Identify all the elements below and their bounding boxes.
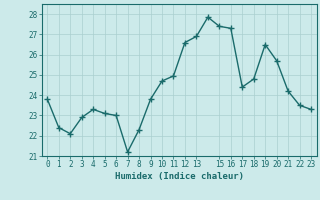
X-axis label: Humidex (Indice chaleur): Humidex (Indice chaleur) (115, 172, 244, 181)
